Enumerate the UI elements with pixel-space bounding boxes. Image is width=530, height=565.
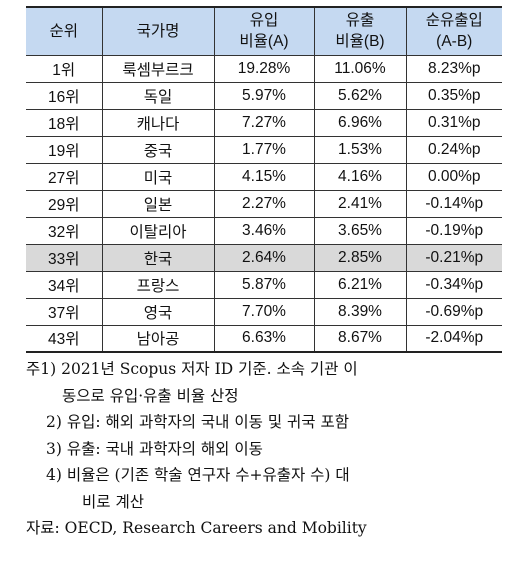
table-row: 37위 영국 7.70% 8.39% -0.69%p	[26, 297, 502, 326]
cell-rank: 29위	[26, 189, 103, 218]
table-row: 32위 이탈리아 3.46% 3.65% -0.19%p	[26, 216, 502, 245]
source-note: 자료: OECD, Research Careers and Mobility	[26, 519, 367, 537]
cell-net: -0.69%p	[405, 297, 502, 326]
cell-outflow: 2.41%	[313, 189, 407, 218]
table-header-row: 순위 국가명 유입 비율(A) 유출 비율(B) 순유출입 (A-B)	[26, 6, 502, 56]
cell-net: -0.14%p	[405, 189, 502, 218]
cell-outflow: 6.96%	[313, 108, 407, 137]
header-net: 순유출입 (A-B)	[405, 6, 502, 56]
cell-inflow: 4.15%	[213, 162, 315, 191]
cell-inflow: 19.28%	[213, 54, 315, 83]
footnote-4: 4) 비율은 (기존 학술 연구자 수+유출자 수) 대	[46, 466, 350, 484]
footnotes: 주1) 2021년 Scopus 저자 ID 기준. 소속 기관 이 동으로 유…	[26, 356, 516, 542]
table-row-highlighted: 33위 한국 2.64% 2.85% -0.21%p	[26, 243, 502, 272]
header-country: 국가명	[101, 6, 215, 56]
cell-net: -0.19%p	[405, 216, 502, 245]
cell-country: 독일	[101, 81, 215, 110]
cell-rank: 34위	[26, 270, 103, 299]
cell-inflow: 5.97%	[213, 81, 315, 110]
table-row: 19위 중국 1.77% 1.53% 0.24%p	[26, 135, 502, 164]
cell-outflow: 11.06%	[313, 54, 407, 83]
cell-net: 0.31%p	[405, 108, 502, 137]
cell-country: 룩셈부르크	[101, 54, 215, 83]
cell-country: 이탈리아	[101, 216, 215, 245]
cell-outflow: 1.53%	[313, 135, 407, 164]
table-row: 27위 미국 4.15% 4.16% 0.00%p	[26, 162, 502, 191]
cell-net: 0.00%p	[405, 162, 502, 191]
table-row: 29위 일본 2.27% 2.41% -0.14%p	[26, 189, 502, 218]
cell-inflow: 2.64%	[213, 243, 315, 272]
header-outflow: 유출 비율(B)	[313, 6, 407, 56]
cell-outflow: 8.39%	[313, 297, 407, 326]
cell-country: 프랑스	[101, 270, 215, 299]
footnote-1-continued: 동으로 유입·유출 비율 산정	[62, 386, 239, 405]
footnote-3: 3) 유출: 국내 과학자의 해외 이동	[46, 439, 263, 458]
cell-rank: 18위	[26, 108, 103, 137]
cell-outflow: 3.65%	[313, 216, 407, 245]
cell-inflow: 3.46%	[213, 216, 315, 245]
cell-rank: 16위	[26, 81, 103, 110]
cell-outflow: 5.62%	[313, 81, 407, 110]
cell-outflow: 8.67%	[313, 324, 407, 353]
cell-net: 8.23%p	[405, 54, 502, 83]
cell-outflow: 4.16%	[313, 162, 407, 191]
cell-rank: 1위	[26, 54, 103, 83]
footnote-4-continued: 비로 계산	[82, 492, 144, 511]
cell-rank: 27위	[26, 162, 103, 191]
cell-net: -2.04%p	[405, 324, 502, 353]
table-row: 34위 프랑스 5.87% 6.21% -0.34%p	[26, 270, 502, 299]
footnote-2: 2) 유입: 해외 과학자의 국내 이동 및 귀국 포함	[46, 413, 349, 431]
cell-country: 일본	[101, 189, 215, 218]
mobility-table: 순위 국가명 유입 비율(A) 유출 비율(B) 순유출입 (A-B) 1위 룩셈부르…	[26, 6, 502, 353]
cell-inflow: 2.27%	[213, 189, 315, 218]
header-inflow: 유입 비율(A)	[213, 6, 315, 56]
cell-country: 영국	[101, 297, 215, 326]
table-row: 43위 남아공 6.63% 8.67% -2.04%p	[26, 324, 502, 353]
cell-outflow: 2.85%	[313, 243, 407, 272]
cell-rank: 19위	[26, 135, 103, 164]
cell-inflow: 7.27%	[213, 108, 315, 137]
cell-country: 미국	[101, 162, 215, 191]
cell-country: 한국	[101, 243, 215, 272]
table-row: 18위 캐나다 7.27% 6.96% 0.31%p	[26, 108, 502, 137]
cell-inflow: 7.70%	[213, 297, 315, 326]
cell-country: 캐나다	[101, 108, 215, 137]
cell-rank: 43위	[26, 324, 103, 353]
cell-country: 중국	[101, 135, 215, 164]
cell-outflow: 6.21%	[313, 270, 407, 299]
cell-inflow: 5.87%	[213, 270, 315, 299]
cell-net: 0.24%p	[405, 135, 502, 164]
cell-inflow: 1.77%	[213, 135, 315, 164]
cell-rank: 33위	[26, 243, 103, 272]
cell-net: -0.34%p	[405, 270, 502, 299]
header-rank: 순위	[26, 6, 103, 56]
cell-rank: 32위	[26, 216, 103, 245]
cell-country: 남아공	[101, 324, 215, 353]
cell-rank: 37위	[26, 297, 103, 326]
footnote-1: 주1) 2021년 Scopus 저자 ID 기준. 소속 기관 이	[26, 360, 358, 378]
cell-inflow: 6.63%	[213, 324, 315, 353]
mobility-table-container: 순위 국가명 유입 비율(A) 유출 비율(B) 순유출입 (A-B) 1위 룩셈부르…	[26, 6, 502, 353]
cell-net: 0.35%p	[405, 81, 502, 110]
table-row: 1위 룩셈부르크 19.28% 11.06% 8.23%p	[26, 54, 502, 83]
table-row: 16위 독일 5.97% 5.62% 0.35%p	[26, 81, 502, 110]
cell-net: -0.21%p	[405, 243, 502, 272]
